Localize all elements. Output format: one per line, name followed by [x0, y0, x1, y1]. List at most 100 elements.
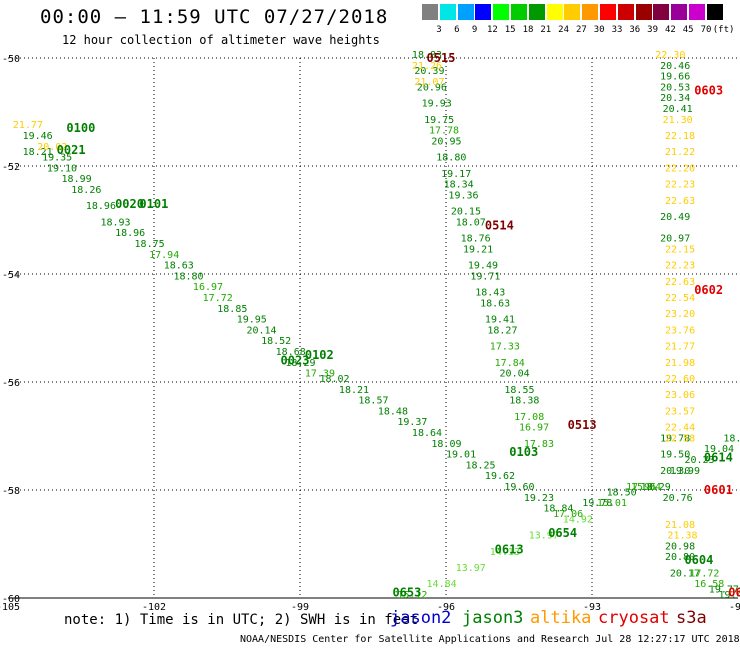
- footer-note: note: 1) Time is in UTC; 2) SWH is in fe…: [64, 612, 419, 628]
- wave-height-value: 22.63: [665, 196, 695, 207]
- wave-height-value: 17.72: [203, 293, 233, 304]
- wave-height-value: 18.93: [100, 217, 130, 228]
- x-tick-label: -102: [142, 602, 166, 613]
- wave-height-value: 23.57: [665, 406, 695, 417]
- wave-height-value: 19.77: [709, 585, 739, 596]
- legend-swatch: [422, 4, 438, 20]
- wave-height-value: 19.17: [441, 169, 471, 180]
- wave-height-value: 19.41: [485, 315, 515, 326]
- wave-height-value: 21.07: [414, 77, 444, 88]
- wave-height-value: 18.26: [71, 185, 101, 196]
- wave-height-value: 18.84: [543, 504, 573, 515]
- pass-time-label: 0021: [57, 143, 86, 157]
- legend-label: 70: [700, 25, 712, 35]
- pass-time-label: 0020: [115, 197, 144, 211]
- pass-time-label: 0023: [281, 353, 310, 367]
- wave-height-value: 20.96: [417, 82, 447, 93]
- wave-height-value: 17.06: [553, 509, 583, 520]
- wave-height-value: 18.27: [487, 325, 517, 336]
- pass-time-label: 0614: [704, 451, 733, 465]
- legend-label: 21: [540, 25, 552, 35]
- wave-height-value: 18.63: [164, 261, 194, 272]
- pass-time-label: 0653: [392, 586, 421, 600]
- wave-height-value: 15.12: [397, 590, 427, 601]
- wave-height-value: 19.23: [524, 493, 554, 504]
- x-tick-label: -96: [437, 602, 455, 613]
- legend-label: 12: [486, 25, 498, 35]
- legend-label: 36: [629, 25, 641, 35]
- sat-jason2: jason2: [390, 608, 452, 628]
- wave-height-value: 23.76: [665, 325, 695, 336]
- wave-height-value: 18.80: [436, 153, 466, 164]
- legend-label: 6: [454, 25, 460, 35]
- legend-label: 27: [575, 25, 587, 35]
- legend-swatch: [600, 4, 616, 20]
- wave-height-value: 18.02: [723, 433, 740, 444]
- wave-height-value: 20.76: [663, 493, 693, 504]
- wave-height-value: 22.20: [665, 163, 695, 174]
- sat-altika: altika: [530, 608, 592, 628]
- wave-height-value: 18.07: [456, 217, 486, 228]
- legend-label: 42: [664, 25, 676, 35]
- wave-height-value: 18.21: [23, 147, 53, 158]
- wave-height-value: 22.63: [665, 277, 695, 288]
- wave-height-value: 18.02: [319, 374, 349, 385]
- legend-label: 18: [522, 25, 534, 35]
- wave-height-value: 18.85: [217, 304, 247, 315]
- wave-height-value: 17.39: [305, 369, 335, 380]
- y-tick-label: -60: [2, 594, 20, 605]
- wave-height-value: 22.54: [665, 293, 695, 304]
- wave-height-value: 20.80: [665, 552, 695, 563]
- legend-label: 45: [682, 25, 694, 35]
- wave-height-value: 20.53: [660, 82, 690, 93]
- legend-swatch: [439, 4, 456, 20]
- wave-height-value: 19.36: [448, 190, 478, 201]
- pass-time-label: 0654: [548, 526, 577, 540]
- pass-time-label: 0101: [139, 197, 168, 211]
- wave-height-value: 18.38: [509, 396, 539, 407]
- footer-credit: NOAA/NESDIS Center for Satellite Applica…: [240, 634, 740, 645]
- sat-jason3: jason3: [462, 608, 524, 628]
- x-tick-label: -99: [291, 602, 309, 613]
- wave-height-value: 15.84: [631, 482, 661, 493]
- wave-height-value: 22.30: [655, 50, 685, 61]
- legend-swatch: [671, 4, 688, 20]
- legend-swatch: [511, 4, 527, 20]
- wave-height-value: 19.35: [42, 153, 72, 164]
- wave-height-value: 18.80: [173, 271, 203, 282]
- wave-height-value: 21.38: [667, 531, 697, 542]
- wave-height-value: 20.04: [500, 369, 530, 380]
- pass-time-label: 0102: [305, 348, 334, 362]
- legend-swatch: [617, 4, 634, 20]
- wave-height-value: 16.97: [193, 282, 223, 293]
- wave-height-value: 17.08: [514, 412, 544, 423]
- wave-height-value: 18.76: [461, 234, 491, 245]
- legend-swatch: [475, 4, 492, 20]
- wave-height-value: 19.43: [719, 590, 740, 601]
- wave-height-value: 21.30: [663, 115, 693, 126]
- wave-height-value: 18.75: [135, 239, 165, 250]
- wave-height-value: 14.92: [563, 514, 593, 525]
- wave-height-value: 18.50: [607, 487, 637, 498]
- legend-label: 30: [593, 25, 605, 35]
- wave-height-value: 18.25: [465, 460, 495, 471]
- legend-label: 24: [558, 25, 570, 35]
- wave-height-value: 16.97: [519, 423, 549, 434]
- wave-height-value: 19.21: [463, 244, 493, 255]
- wave-height-value: 18.48: [378, 406, 408, 417]
- wave-height-value: 18.63: [480, 298, 510, 309]
- y-tick-label: -58: [2, 486, 20, 497]
- sat-s3a: s3a: [676, 608, 707, 628]
- pass-time-label: 0603: [694, 83, 723, 97]
- wave-height-value: 22.23: [665, 261, 695, 272]
- map-subtitle: 12 hour collection of altimeter wave hei…: [62, 33, 380, 47]
- wave-height-value: 20.02: [37, 142, 67, 153]
- wave-height-value: 22.58: [665, 433, 695, 444]
- wave-height-value: 20.39: [414, 66, 444, 77]
- wave-height-value: 18.96: [115, 228, 145, 239]
- wave-height-value: 19.99: [670, 466, 700, 477]
- wave-height-value: 20.23: [684, 455, 714, 466]
